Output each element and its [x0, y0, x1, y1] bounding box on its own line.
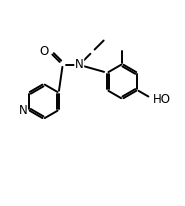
Text: N: N [19, 104, 28, 117]
Text: O: O [39, 45, 48, 58]
Text: N: N [75, 57, 84, 71]
Text: HO: HO [153, 93, 171, 106]
